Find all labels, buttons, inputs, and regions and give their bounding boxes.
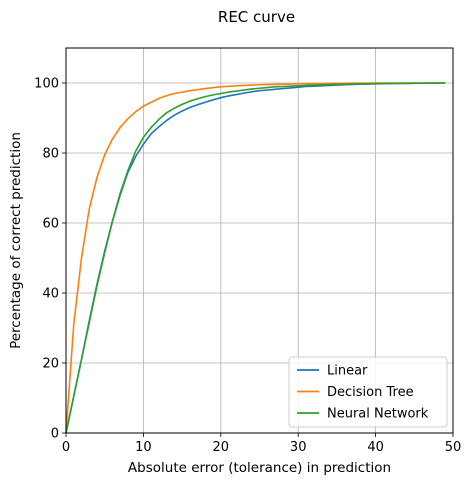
legend-box [288,356,448,428]
y-tick-label: 80 [42,147,59,162]
series-lines [65,82,446,434]
x-tick-label: 20 [213,440,230,455]
legend: Linear Decision Tree Neural Network [288,356,448,428]
x-tick-label: 10 [135,440,152,455]
legend-label: Linear [327,364,368,379]
legend-label: Decision Tree [327,385,414,400]
y-tick-label: 0 [51,427,59,442]
x-tick-label: 0 [62,440,70,455]
x-tick-label: 40 [367,440,384,455]
series-line-2 [65,82,446,434]
x-tick-label: 30 [290,440,307,455]
x-tick-label: 50 [445,440,462,455]
y-tick-label: 100 [34,77,59,92]
chart-title: REC curve [218,8,295,26]
y-axis-label: Percentage of correct prediction [8,132,24,349]
legend-label: Neural Network [327,407,429,422]
axis-ticks: 0 10 20 30 40 50 0 20 40 60 80 100 [34,77,461,456]
y-tick-label: 60 [42,217,59,232]
y-tick-label: 20 [42,357,59,372]
y-tick-label: 40 [42,287,59,302]
x-axis-label: Absolute error (tolerance) in prediction [128,460,391,476]
plot-frame [65,47,454,434]
